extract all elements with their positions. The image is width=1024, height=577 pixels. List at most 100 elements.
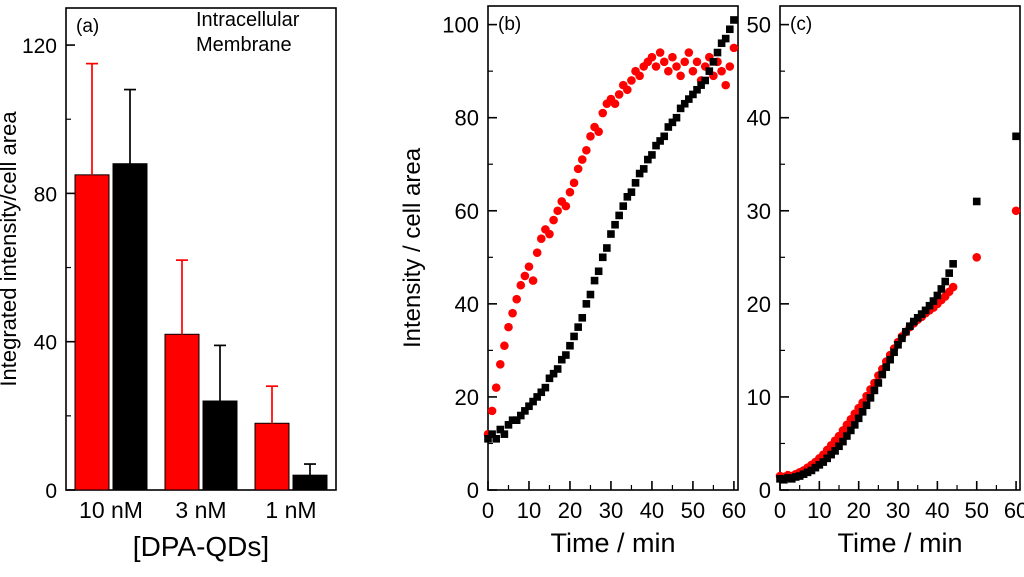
data-point-membrane	[487, 406, 497, 416]
data-point-membrane	[491, 383, 501, 392]
data-point-intracellular	[709, 58, 718, 66]
data-point-membrane	[528, 276, 538, 285]
data-point-intracellular	[566, 341, 574, 350]
data-point-intracellular	[648, 151, 656, 159]
data-point-membrane	[717, 66, 726, 76]
data-point-intracellular	[619, 202, 628, 210]
axis-frame-c	[779, 5, 1021, 491]
x-tick-label: 30	[599, 498, 623, 523]
data-point-membrane	[565, 187, 575, 197]
data-point-intracellular	[807, 466, 816, 475]
bar-intracellular-2	[292, 474, 328, 491]
data-point-intracellular	[843, 432, 851, 440]
data-point-intracellular	[574, 323, 582, 331]
data-point-intracellular	[631, 179, 640, 187]
data-point-intracellular	[644, 155, 652, 164]
data-point-intracellular	[627, 188, 636, 196]
data-point-intracellular	[553, 365, 562, 373]
data-point-membrane	[495, 360, 505, 369]
data-point-intracellular	[492, 435, 500, 443]
data-point-membrane	[582, 145, 591, 155]
data-point-intracellular	[635, 169, 644, 178]
data-point-intracellular	[850, 421, 859, 429]
bar-intracellular-0	[112, 163, 148, 491]
data-point-membrane	[623, 85, 632, 95]
data-point-membrane	[504, 322, 513, 332]
data-point-membrane	[725, 62, 735, 71]
data-point-intracellular	[831, 447, 839, 455]
data-point-membrane	[688, 66, 698, 76]
data-point-intracellular	[680, 99, 689, 108]
y-tick-label: 80	[455, 106, 479, 131]
data-point-intracellular	[549, 369, 558, 378]
data-point-intracellular	[878, 370, 887, 379]
data-point-intracellular	[890, 348, 898, 357]
data-point-membrane	[512, 294, 521, 304]
scatter-chart-panel-c: 0 10 20 30 40 50 (c) Time / min 0 10 20 30 40 50 60	[747, 5, 1024, 558]
data-point-intracellular	[972, 197, 981, 206]
data-point-intracellular	[701, 76, 710, 85]
data-point-intracellular	[504, 421, 513, 429]
data-point-membrane	[659, 57, 669, 67]
axis-frame-a	[65, 7, 337, 491]
data-point-intracellular	[676, 104, 685, 113]
data-point-intracellular	[582, 300, 591, 308]
data-point-membrane	[680, 57, 690, 67]
y-tick-label: 60	[455, 199, 479, 224]
data-point-membrane	[586, 132, 595, 141]
data-point-intracellular	[521, 407, 529, 415]
data-point-intracellular	[730, 16, 738, 24]
y-tick-label: 0	[759, 478, 771, 503]
data-point-intracellular	[823, 454, 832, 463]
data-point-intracellular	[545, 374, 554, 383]
data-point-membrane	[610, 99, 620, 109]
data-point-intracellular	[697, 81, 705, 89]
x-tick-label: 40	[640, 498, 664, 523]
data-point-intracellular	[705, 67, 714, 75]
data-point-membrane	[524, 262, 534, 271]
data-point-intracellular	[668, 118, 677, 127]
x-category-label: 1 nM	[265, 497, 316, 523]
data-point-intracellular	[570, 332, 578, 341]
data-point-intracellular	[902, 327, 910, 336]
data-point-intracellular	[615, 211, 623, 220]
data-point-intracellular	[508, 416, 517, 424]
x-axis-label-a: [DPA-QDs]	[133, 531, 269, 562]
y-tick-label: 40	[34, 332, 57, 355]
data-point-membrane	[676, 71, 685, 81]
data-point-intracellular	[726, 25, 734, 34]
y-tick-label: 40	[455, 292, 479, 317]
data-point-intracellular	[512, 416, 521, 424]
data-point-membrane	[721, 80, 731, 90]
x-axis-label-b: Time / min	[550, 528, 675, 558]
data-point-membrane	[536, 234, 546, 243]
data-point-intracellular	[827, 450, 835, 459]
data-point-intracellular	[898, 334, 906, 343]
data-point-intracellular	[921, 306, 930, 315]
data-point-intracellular	[607, 230, 615, 238]
data-point-intracellular	[598, 253, 607, 262]
data-point-intracellular	[791, 473, 800, 481]
y-tick-label: 20	[747, 292, 771, 317]
y-axis-label-b: Intensity / cell area	[399, 147, 426, 348]
data-point-membrane	[692, 57, 702, 67]
data-point-intracellular	[874, 379, 883, 387]
y-tick-label: 0	[467, 478, 479, 503]
data-point-intracellular	[500, 430, 509, 438]
data-point-intracellular	[623, 193, 632, 201]
data-point-membrane	[972, 253, 982, 262]
y-tick-label: 80	[34, 183, 57, 206]
panel-letter-b: (b)	[498, 14, 521, 35]
x-category-label: 10 nM	[79, 497, 143, 523]
data-point-membrane	[729, 43, 739, 53]
data-point-intracellular	[854, 414, 863, 423]
data-point-intracellular	[909, 317, 918, 326]
panel-letter-c: (c)	[790, 14, 812, 35]
data-point-intracellular	[562, 351, 570, 359]
x-tick-label: 50	[681, 498, 705, 523]
x-axis-label-c: Time / min	[837, 528, 962, 558]
y-tick-label: 20	[455, 385, 479, 410]
data-point-intracellular	[525, 402, 533, 411]
data-point-membrane	[500, 341, 509, 351]
data-point-intracellular	[894, 341, 902, 349]
